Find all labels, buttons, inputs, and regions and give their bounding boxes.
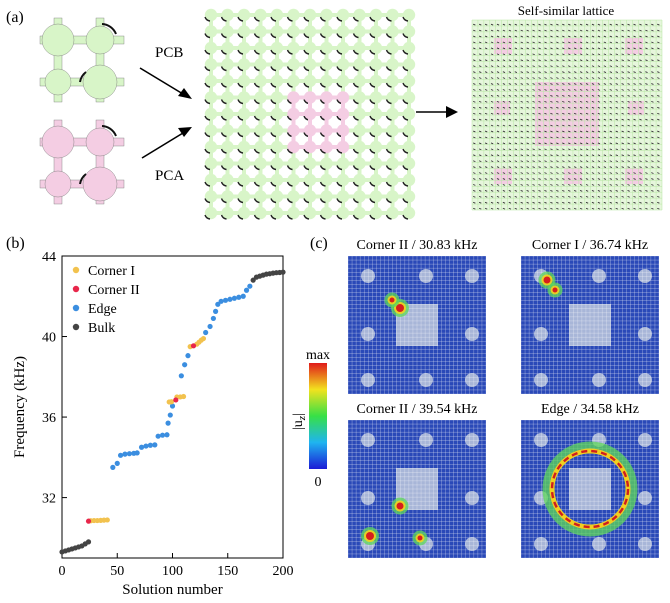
- data-point: [182, 362, 188, 368]
- map-edge: Edge / 34.58 kHz: [520, 402, 660, 559]
- series-corner-i: [88, 335, 207, 524]
- data-point: [173, 397, 179, 403]
- series-corner-ii: [85, 343, 197, 524]
- data-point: [117, 452, 124, 458]
- legend-marker: [72, 266, 80, 274]
- data-point: [231, 295, 237, 301]
- legend-label: Corner II: [88, 283, 140, 298]
- data-point: [218, 298, 224, 304]
- data-point: [243, 287, 250, 293]
- legend: Corner I Corner II Edge Bulk: [72, 264, 140, 336]
- data-point: [178, 373, 184, 379]
- map-title: Corner II / 30.83 kHz: [357, 238, 478, 253]
- series-bulk: [59, 269, 286, 555]
- arrow-pca: [141, 127, 192, 159]
- data-point: [227, 296, 233, 302]
- data-point: [122, 451, 128, 457]
- data-point: [152, 442, 158, 448]
- data-point: [185, 353, 191, 359]
- data-point: [147, 442, 153, 448]
- x-axis-label: Solution number: [122, 582, 222, 598]
- legend-marker: [72, 304, 80, 312]
- x-tick-label: 150: [217, 564, 238, 579]
- data-point: [134, 450, 140, 456]
- map-title: Corner I / 36.74 kHz: [532, 238, 648, 253]
- self-similar-lattice: [471, 19, 663, 211]
- data-point: [104, 517, 110, 523]
- map-corner2b: Corner II / 39.54 kHz: [347, 402, 487, 559]
- colorbar: max 0 |uz|: [291, 348, 330, 490]
- data-point: [114, 460, 120, 466]
- colorbar-gradient: [309, 363, 327, 469]
- data-point: [207, 323, 213, 330]
- series-edge: [110, 283, 253, 470]
- composite-lattice: [204, 8, 416, 220]
- data-point: [240, 293, 246, 299]
- data-point: [169, 403, 176, 409]
- x-tick-label: 50: [110, 564, 124, 579]
- x-tick-label: 0: [59, 564, 66, 579]
- colorbar-min-label: 0: [315, 475, 322, 490]
- data-point: [110, 464, 116, 470]
- arrow-pcb: [139, 67, 192, 99]
- panel-a-label: (a): [6, 9, 24, 26]
- data-point: [236, 294, 242, 300]
- pcb-unit-cell: [39, 17, 125, 103]
- x-tick-label: 100: [162, 564, 183, 579]
- data-point: [165, 420, 171, 426]
- pcb-label: PCB: [155, 45, 183, 61]
- self-similar-title: Self-similar lattice: [518, 3, 615, 18]
- data-point: [212, 308, 219, 314]
- map-corner2a: Corner II / 30.83 kHz: [347, 238, 487, 395]
- data-point: [180, 393, 187, 400]
- panel-c-label: (c): [310, 235, 328, 252]
- pca-unit-cell: [39, 119, 125, 205]
- data-point: [164, 432, 170, 438]
- legend-marker: [72, 323, 80, 331]
- x-tick-label: 200: [273, 564, 294, 579]
- panel-b-label: (b): [6, 235, 25, 252]
- pca-label: PCA: [155, 168, 184, 184]
- data-point: [280, 269, 286, 275]
- colorbar-max-label: max: [306, 348, 330, 363]
- y-tick-label: 40: [42, 331, 56, 346]
- data-point: [143, 443, 149, 449]
- y-tick-label: 36: [42, 411, 56, 426]
- map-title: Corner II / 39.54 kHz: [357, 402, 478, 417]
- displacement-maps: Corner II / 30.83 kHz Corner I / 36.74 kH…: [347, 238, 660, 559]
- data-point: [247, 283, 253, 289]
- map-title: Edge / 34.58 kHz: [541, 402, 639, 417]
- data-point: [155, 433, 161, 439]
- data-point: [190, 343, 197, 349]
- data-points: [59, 269, 286, 555]
- axis-ticks: 0 50 100 150 200 32 36 40 44: [42, 250, 294, 579]
- legend-marker: [72, 285, 80, 293]
- data-point: [200, 335, 207, 342]
- colorbar-quantity-label: |uz|: [291, 413, 308, 430]
- data-point: [203, 329, 209, 336]
- data-point: [215, 301, 221, 307]
- legend-label: Corner I: [88, 264, 135, 279]
- y-tick-label: 44: [42, 250, 56, 265]
- legend-label: Edge: [88, 302, 117, 317]
- map-corner1: Corner I / 36.74 kHz: [520, 238, 660, 395]
- data-point: [126, 451, 133, 457]
- y-axis-label: Frequency (kHz): [12, 356, 28, 458]
- data-point: [167, 412, 173, 418]
- y-tick-label: 32: [42, 492, 56, 507]
- data-point: [138, 444, 145, 450]
- data-point: [168, 399, 174, 405]
- data-point: [159, 432, 166, 438]
- data-point: [210, 315, 216, 322]
- data-point: [85, 539, 92, 545]
- data-point: [222, 297, 229, 303]
- arrow-to-self-similar: [416, 106, 458, 118]
- data-point: [85, 518, 92, 524]
- legend-label: Bulk: [88, 321, 115, 336]
- frequency-chart: 0 50 100 150 200 32 36 40 44 Corner I Corner II Ed…: [12, 250, 294, 598]
- data-point: [250, 277, 256, 283]
